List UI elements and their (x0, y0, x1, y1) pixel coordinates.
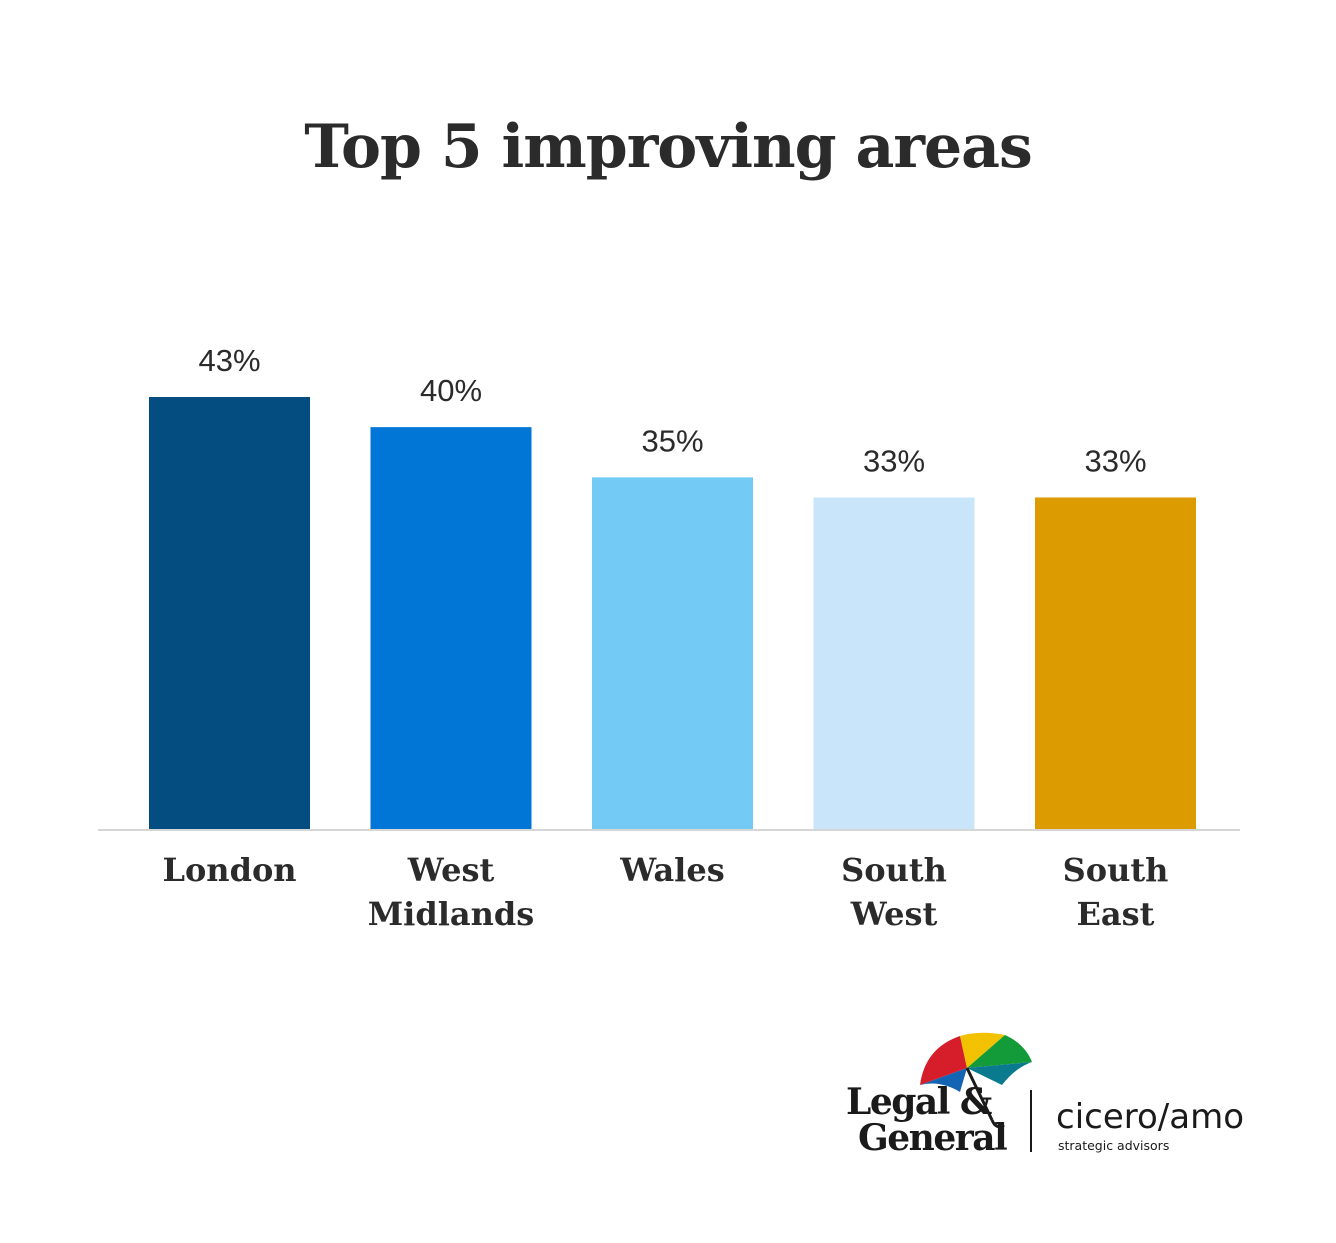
legal-general-logo-line2: General (858, 1117, 1007, 1159)
value-label-0: 43% (198, 343, 260, 378)
ciceroamo-logo: cicero/amo (1056, 1097, 1244, 1137)
category-label-1-line-1: Midlands (368, 895, 535, 933)
value-label-2: 35% (641, 423, 703, 458)
bar-0 (149, 397, 310, 829)
bar-chart: 43% 40% 35% 33% 33% London West Midlands Wales S… (98, 343, 1240, 933)
umbrella-icon (920, 1032, 1032, 1129)
category-label-4-line-1: East (1077, 895, 1155, 933)
category-label-3-line-0: South (841, 851, 947, 889)
logos: Legal & General cicero/amo strategic adv… (846, 1032, 1244, 1159)
category-label-3-line-1: West (850, 895, 938, 933)
value-label-3: 33% (863, 443, 925, 478)
legal-general-logo-line1: Legal & (846, 1081, 992, 1123)
value-label-1: 40% (420, 373, 482, 408)
bar-4 (1035, 497, 1196, 829)
value-label-4: 33% (1084, 443, 1146, 478)
chart-title: Top 5 improving areas (304, 112, 1033, 182)
bar-1 (370, 427, 532, 829)
category-label-2-line-0: Wales (619, 851, 724, 889)
category-label-4-line-0: South (1063, 851, 1169, 889)
category-label-1-line-0: West (407, 851, 495, 889)
category-label-0-line-0: London (162, 851, 296, 889)
category-labels-group: London West Midlands Wales South West South Eas… (162, 851, 1168, 933)
bar-2 (592, 477, 753, 829)
ciceroamo-tagline: strategic advisors (1058, 1138, 1169, 1153)
bars-group (149, 397, 1196, 829)
bar-3 (813, 497, 975, 829)
value-labels-group: 43% 40% 35% 33% 33% (198, 343, 1146, 478)
